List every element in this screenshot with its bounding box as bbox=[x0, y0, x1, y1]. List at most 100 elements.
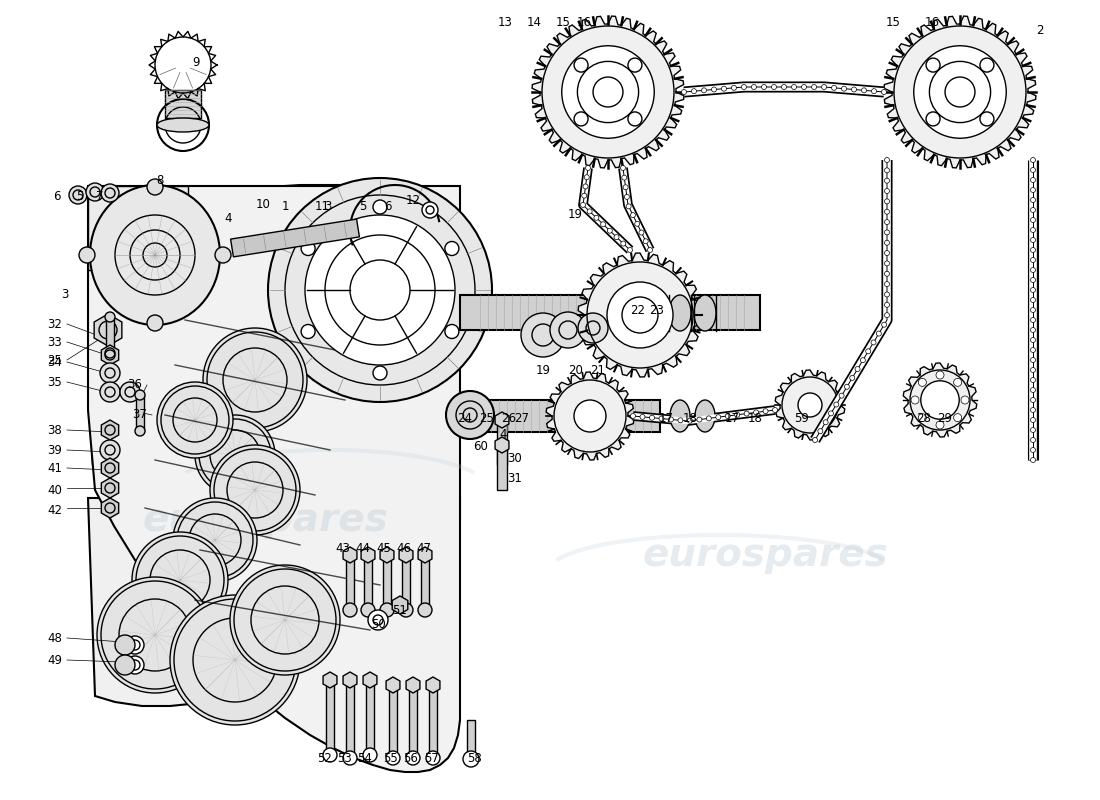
Circle shape bbox=[669, 417, 673, 422]
Circle shape bbox=[444, 325, 459, 338]
Circle shape bbox=[446, 391, 494, 439]
Circle shape bbox=[772, 407, 778, 413]
Circle shape bbox=[884, 240, 890, 246]
Circle shape bbox=[921, 381, 959, 419]
Circle shape bbox=[884, 158, 890, 162]
Circle shape bbox=[1031, 227, 1035, 233]
Circle shape bbox=[1031, 298, 1035, 302]
Circle shape bbox=[751, 85, 757, 90]
Circle shape bbox=[881, 90, 887, 94]
Circle shape bbox=[1031, 447, 1035, 453]
Circle shape bbox=[1031, 347, 1035, 353]
Circle shape bbox=[1031, 267, 1035, 273]
Text: 5: 5 bbox=[360, 201, 366, 214]
Circle shape bbox=[817, 429, 823, 434]
Circle shape bbox=[210, 445, 300, 535]
Text: 25: 25 bbox=[47, 354, 63, 366]
Circle shape bbox=[268, 178, 492, 402]
Text: 21: 21 bbox=[591, 363, 605, 377]
Circle shape bbox=[1031, 198, 1035, 202]
Circle shape bbox=[86, 183, 104, 201]
Circle shape bbox=[363, 748, 377, 762]
Text: 20: 20 bbox=[569, 363, 583, 377]
Circle shape bbox=[521, 313, 565, 357]
Circle shape bbox=[406, 751, 420, 765]
Circle shape bbox=[871, 89, 877, 94]
Text: 28: 28 bbox=[916, 411, 932, 425]
Circle shape bbox=[343, 603, 358, 617]
Circle shape bbox=[761, 85, 767, 90]
Circle shape bbox=[104, 348, 116, 358]
Polygon shape bbox=[547, 372, 634, 460]
Circle shape bbox=[884, 178, 890, 183]
Circle shape bbox=[860, 358, 866, 362]
Circle shape bbox=[585, 166, 591, 170]
Circle shape bbox=[550, 312, 586, 348]
Circle shape bbox=[1031, 327, 1035, 333]
Circle shape bbox=[379, 603, 394, 617]
Text: 41: 41 bbox=[47, 462, 63, 474]
Ellipse shape bbox=[157, 118, 209, 132]
Circle shape bbox=[582, 193, 586, 198]
Circle shape bbox=[649, 415, 654, 420]
Circle shape bbox=[601, 222, 606, 226]
Circle shape bbox=[884, 210, 890, 214]
Text: 31: 31 bbox=[507, 471, 522, 485]
Text: 47: 47 bbox=[417, 542, 431, 554]
Circle shape bbox=[822, 85, 826, 90]
Circle shape bbox=[884, 261, 890, 266]
Circle shape bbox=[792, 85, 796, 90]
Text: eurospares: eurospares bbox=[642, 536, 888, 574]
Text: 4: 4 bbox=[499, 429, 507, 442]
Circle shape bbox=[802, 85, 806, 90]
Circle shape bbox=[195, 415, 275, 495]
Ellipse shape bbox=[694, 295, 716, 331]
Bar bbox=[346, 680, 354, 758]
Circle shape bbox=[735, 412, 739, 418]
Bar bbox=[402, 555, 410, 610]
Text: 57: 57 bbox=[425, 751, 439, 765]
Circle shape bbox=[100, 382, 120, 402]
Polygon shape bbox=[88, 498, 460, 706]
Circle shape bbox=[1031, 307, 1035, 313]
Circle shape bbox=[204, 328, 307, 432]
Circle shape bbox=[135, 390, 145, 400]
Circle shape bbox=[771, 85, 777, 90]
Circle shape bbox=[323, 748, 337, 762]
Circle shape bbox=[426, 751, 440, 765]
Text: 34: 34 bbox=[47, 355, 63, 369]
Circle shape bbox=[1031, 398, 1035, 402]
Bar bbox=[106, 317, 114, 353]
Circle shape bbox=[621, 175, 627, 180]
Circle shape bbox=[1031, 318, 1035, 322]
Circle shape bbox=[444, 242, 459, 255]
Polygon shape bbox=[460, 295, 760, 330]
Circle shape bbox=[697, 417, 702, 422]
Circle shape bbox=[640, 414, 645, 419]
Ellipse shape bbox=[669, 295, 691, 331]
Text: 35: 35 bbox=[47, 375, 63, 389]
Circle shape bbox=[813, 438, 817, 442]
Text: 60: 60 bbox=[474, 441, 488, 454]
Circle shape bbox=[823, 420, 828, 425]
Circle shape bbox=[116, 655, 135, 675]
Circle shape bbox=[623, 185, 628, 190]
Circle shape bbox=[607, 282, 673, 348]
Circle shape bbox=[911, 396, 918, 404]
Circle shape bbox=[132, 532, 228, 628]
Circle shape bbox=[1031, 247, 1035, 253]
Circle shape bbox=[884, 219, 890, 225]
Circle shape bbox=[418, 603, 432, 617]
Circle shape bbox=[936, 421, 944, 429]
Polygon shape bbox=[776, 370, 845, 440]
Text: 38: 38 bbox=[47, 423, 63, 437]
Bar bbox=[468, 720, 475, 758]
Circle shape bbox=[1031, 458, 1035, 462]
Circle shape bbox=[120, 382, 140, 402]
Circle shape bbox=[628, 112, 642, 126]
Circle shape bbox=[100, 440, 120, 460]
Text: 59: 59 bbox=[794, 411, 810, 425]
Text: 46: 46 bbox=[396, 542, 411, 554]
Circle shape bbox=[230, 565, 340, 675]
Polygon shape bbox=[460, 400, 660, 432]
